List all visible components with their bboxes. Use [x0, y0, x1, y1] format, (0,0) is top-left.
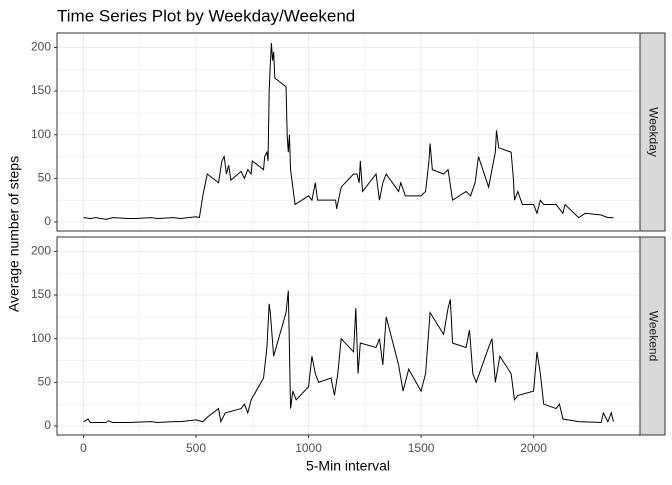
x-tick-label: 0: [80, 441, 87, 455]
strip-label: Weekend: [646, 311, 660, 361]
strip: [639, 32, 666, 232]
data-line: [83, 43, 614, 220]
y-tick-label: 100: [31, 127, 51, 141]
y-tick-label: 200: [31, 40, 51, 54]
y-tick-label: 0: [44, 214, 51, 228]
strip: [639, 236, 666, 436]
y-tick-label: 200: [31, 244, 51, 258]
y-axis-title: Average number of steps: [6, 156, 22, 312]
x-tick-label: 1500: [408, 441, 435, 455]
data-line: [83, 290, 614, 424]
x-tick-label: 500: [186, 441, 206, 455]
y-tick-label: 50: [38, 375, 52, 389]
y-tick-label: 150: [31, 287, 51, 301]
x-tick-label: 1000: [295, 441, 322, 455]
x-axis-title: 5-Min interval: [306, 458, 390, 474]
y-tick-label: 150: [31, 83, 51, 97]
y-tick-label: 100: [31, 331, 51, 345]
y-tick-label: 0: [44, 418, 51, 432]
chart-title: Time Series Plot by Weekday/Weekend: [57, 6, 355, 25]
strip-label: Weekday: [646, 107, 660, 157]
y-tick-label: 50: [38, 171, 52, 185]
x-tick-label: 2000: [520, 441, 547, 455]
